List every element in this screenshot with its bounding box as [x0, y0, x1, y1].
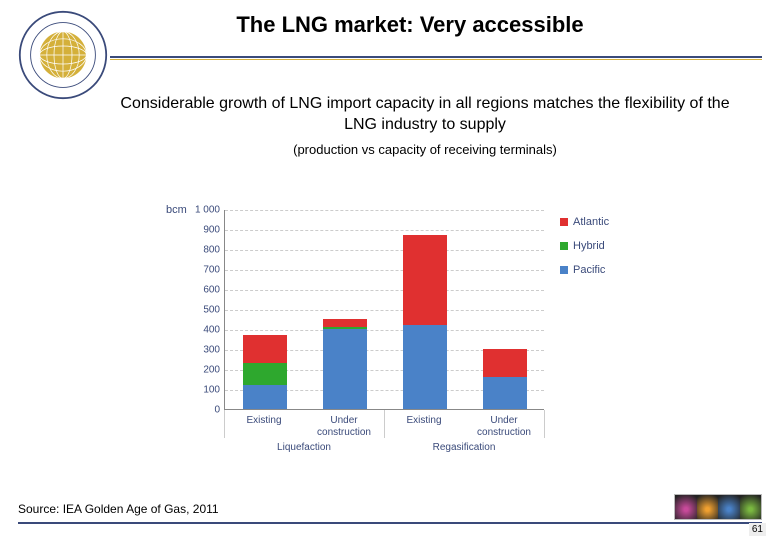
subtitle: Considerable growth of LNG import capaci…	[110, 94, 740, 136]
gridline	[225, 250, 544, 251]
group-divider	[224, 410, 225, 438]
gridline	[225, 210, 544, 211]
y-tick-label: 700	[203, 265, 220, 276]
bar	[243, 335, 287, 409]
footer-divider	[18, 522, 762, 524]
bar-segment	[323, 329, 367, 409]
group-label: Regasification	[389, 442, 539, 453]
y-axis-label: bcm	[166, 204, 187, 216]
y-tick-label: 900	[203, 225, 220, 236]
page-number: 61	[749, 523, 766, 536]
legend-item: Hybrid	[560, 240, 609, 252]
x-tick-label: Existing	[389, 415, 459, 427]
x-tick-label: Underconstruction	[309, 415, 379, 438]
x-tick-label: Underconstruction	[469, 415, 539, 438]
y-tick-label: 600	[203, 285, 220, 296]
y-tick-label: 500	[203, 305, 220, 316]
gridline	[225, 270, 544, 271]
legend-item: Pacific	[560, 264, 609, 276]
gridline	[225, 330, 544, 331]
legend-swatch	[560, 218, 568, 226]
y-axis: 01002003004005006007008009001 000	[194, 210, 224, 410]
header-divider	[0, 56, 780, 60]
slide-header: The LNG market: Very accessible	[0, 0, 780, 60]
chart-legend: Atlantic Hybrid Pacific	[560, 216, 609, 288]
bar-segment	[403, 325, 447, 409]
chart-caption: (production vs capacity of receiving ter…	[110, 142, 740, 157]
page-title: The LNG market: Very accessible	[40, 12, 780, 38]
group-label: Liquefaction	[229, 442, 379, 453]
y-tick-label: 0	[214, 405, 220, 416]
bar-segment	[243, 335, 287, 363]
bar-segment	[483, 377, 527, 409]
decorative-thumbnail	[674, 494, 762, 520]
bar-segment	[323, 319, 367, 327]
group-divider	[384, 410, 385, 438]
legend-label: Atlantic	[573, 216, 609, 228]
bar-chart: bcm 01002003004005006007008009001 000 At…	[170, 210, 670, 470]
y-tick-label: 1 000	[195, 205, 220, 216]
group-divider	[544, 410, 545, 438]
bar-segment	[243, 385, 287, 409]
gridline	[225, 230, 544, 231]
legend-swatch	[560, 266, 568, 274]
legend-item: Atlantic	[560, 216, 609, 228]
chart-plot-area	[224, 210, 544, 410]
legend-label: Hybrid	[573, 240, 605, 252]
y-tick-label: 800	[203, 245, 220, 256]
source-footer: Source: IEA Golden Age of Gas, 2011	[18, 502, 219, 516]
bar-segment	[403, 235, 447, 325]
bar-segment	[483, 349, 527, 377]
legend-swatch	[560, 242, 568, 250]
bar	[483, 349, 527, 409]
bar	[323, 319, 367, 409]
y-tick-label: 300	[203, 345, 220, 356]
y-tick-label: 400	[203, 325, 220, 336]
gridline	[225, 290, 544, 291]
y-tick-label: 200	[203, 365, 220, 376]
bar-segment	[243, 363, 287, 385]
x-tick-label: Existing	[229, 415, 299, 427]
y-tick-label: 100	[203, 385, 220, 396]
gridline	[225, 310, 544, 311]
legend-label: Pacific	[573, 264, 605, 276]
bar	[403, 235, 447, 409]
